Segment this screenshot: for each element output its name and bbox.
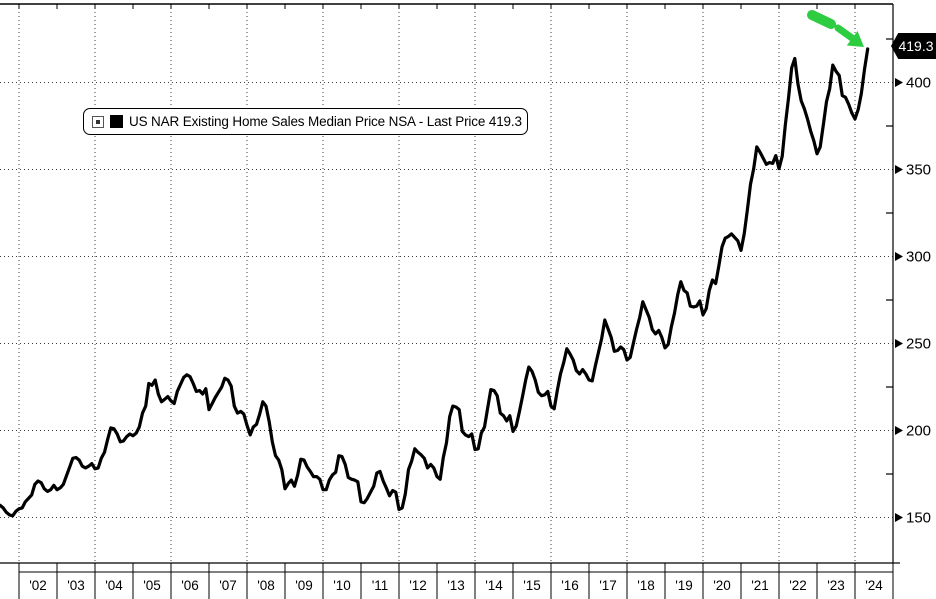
x-axis-label: '17 (599, 578, 617, 593)
annotation-arrow (807, 10, 864, 47)
x-axis-label: '21 (751, 578, 769, 593)
x-axis-label: '06 (181, 578, 199, 593)
y-axis-tick-marker (895, 252, 903, 261)
arrow-tail (807, 10, 836, 29)
x-axis-label: '11 (372, 578, 389, 593)
x-axis-label: '24 (865, 578, 883, 593)
legend-expand-dot (96, 119, 100, 124)
x-axis-label: '12 (409, 578, 427, 593)
y-axis-tick-marker (895, 426, 903, 435)
x-axis-label: '05 (143, 578, 161, 593)
x-axis-label: '10 (333, 578, 351, 593)
y-axis-tick-marker (895, 78, 903, 87)
legend-expand-icon[interactable] (92, 115, 104, 128)
arrow-head (846, 31, 864, 47)
x-axis-label: '20 (713, 578, 731, 593)
x-axis-label: '16 (561, 578, 579, 593)
x-axis-label: '08 (257, 578, 275, 593)
arrow-shaft (834, 24, 856, 42)
x-axis-label: '04 (105, 578, 123, 593)
last-price-tag: 419.3 (891, 33, 936, 59)
price-line-series (0, 47, 870, 518)
y-axis-tick-marker (895, 339, 903, 348)
y-axis-tick-marker (895, 513, 903, 522)
last-price-value: 419.3 (898, 38, 934, 54)
y-axis-label: 400 (906, 75, 931, 92)
y-axis-label: 150 (906, 510, 931, 527)
x-axis-label: '14 (485, 578, 503, 593)
y-axis-label: 200 (906, 423, 931, 440)
x-axis-label: '09 (295, 578, 313, 593)
x-axis-label: '02 (29, 578, 47, 593)
y-axis-label: 350 (906, 162, 931, 179)
x-axis-label: '19 (675, 578, 693, 593)
legend-series-swatch (110, 115, 123, 128)
x-axis-label: '03 (67, 578, 85, 593)
x-axis-label: '13 (447, 578, 465, 593)
x-axis-label: '18 (637, 578, 655, 593)
y-axis-label: 250 (906, 336, 931, 353)
x-axis-label: '15 (523, 578, 541, 593)
x-axis-label: '07 (219, 578, 237, 593)
y-axis-label: 300 (906, 249, 931, 266)
x-axis-label: '22 (789, 578, 807, 593)
legend-series-label: US NAR Existing Home Sales Median Price … (129, 114, 522, 129)
x-axis-label: '23 (827, 578, 845, 593)
y-axis-tick-marker (895, 165, 903, 174)
legend-box[interactable]: US NAR Existing Home Sales Median Price … (83, 108, 528, 135)
